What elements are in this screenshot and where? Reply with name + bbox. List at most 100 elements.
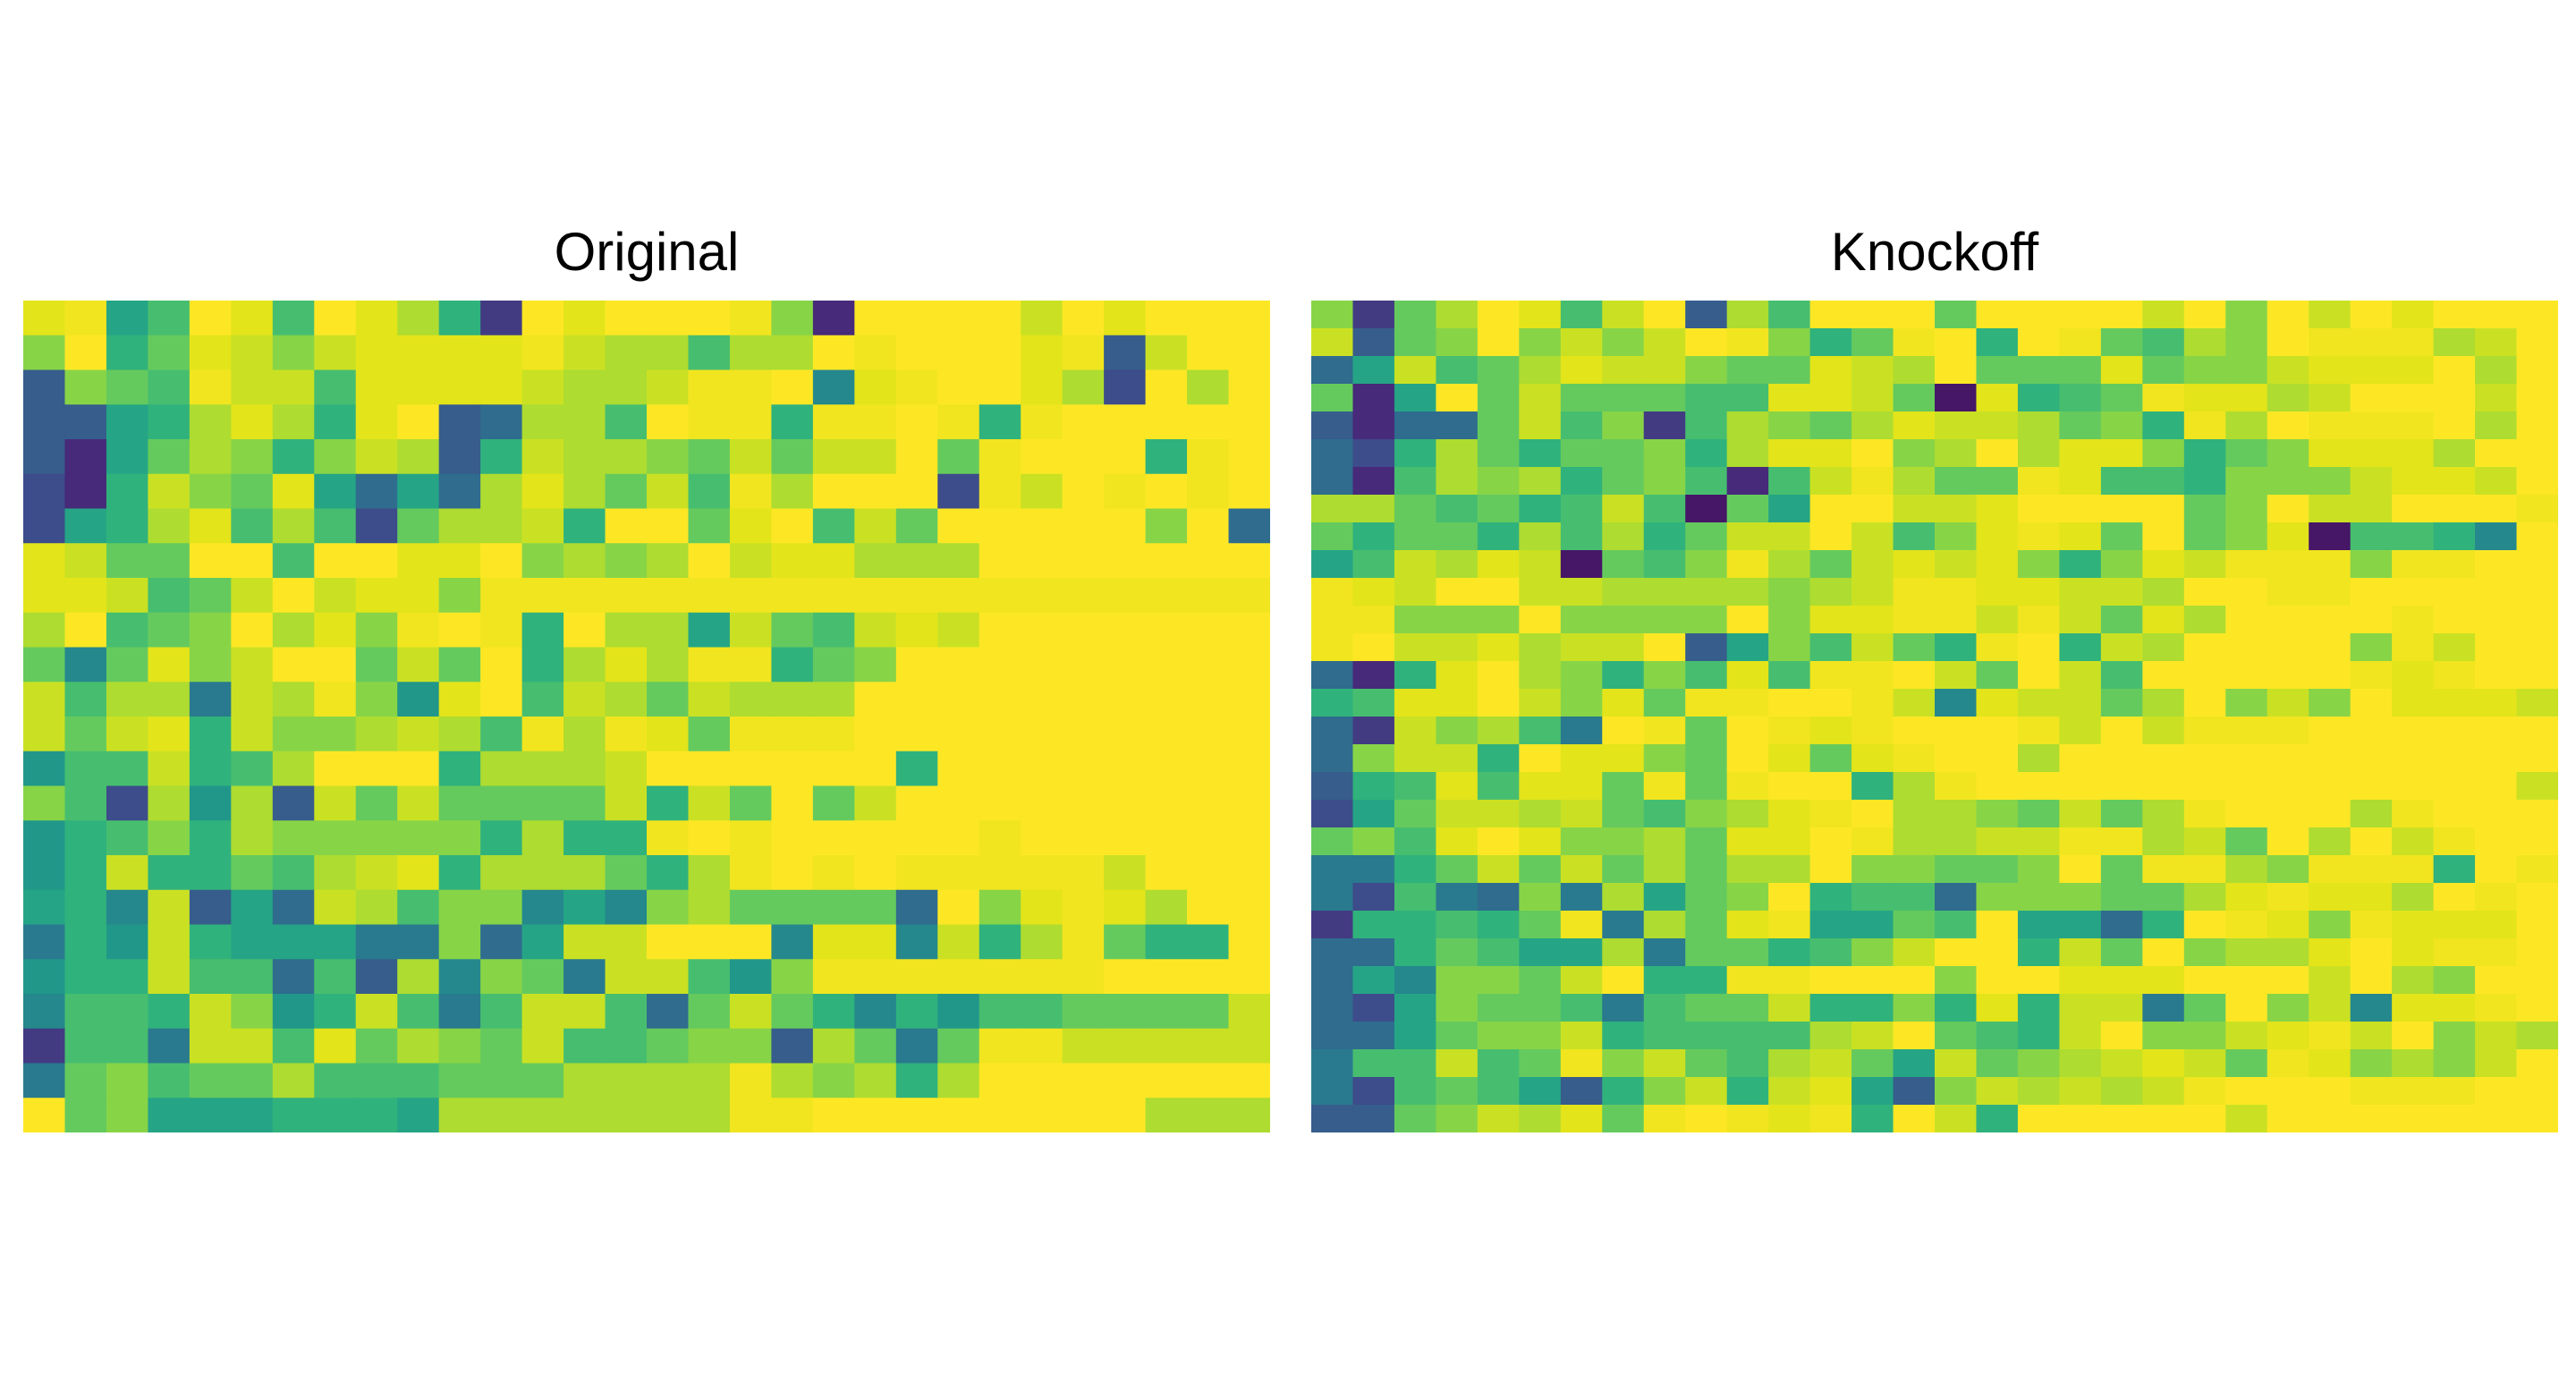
heatmap-cell-0-r21-c15 — [647, 1028, 690, 1064]
heatmap-cell-1-r3-c12 — [1809, 384, 1852, 412]
heatmap-cell-1-r6-c3 — [1436, 467, 1479, 496]
heatmap-cell-0-r10-c1 — [64, 647, 107, 683]
heatmap-cell-1-r3-c28 — [2475, 384, 2518, 412]
heatmap-cell-1-r29-c15 — [1935, 1105, 1978, 1132]
heatmap-cell-1-r4-c0 — [1311, 411, 1354, 440]
heatmap-cell-0-r14-c10 — [438, 785, 481, 821]
chart-title-original: Original — [554, 222, 740, 282]
heatmap-cell-1-r10-c22 — [2225, 578, 2268, 606]
heatmap-cell-1-r26-c9 — [1685, 1022, 1728, 1050]
heatmap-cell-1-r18-c21 — [2183, 800, 2226, 828]
heatmap-cell-1-r0-c3 — [1436, 301, 1479, 329]
heatmap-cell-0-r16-c16 — [688, 855, 731, 891]
heatmap-cell-0-r20-c18 — [771, 994, 814, 1030]
heatmap-cell-1-r11-c18 — [2059, 606, 2102, 634]
heatmap-cell-0-r14-c2 — [106, 785, 148, 821]
heatmap-cell-0-r11-c26 — [1104, 682, 1147, 717]
heatmap-cell-0-r10-c3 — [148, 647, 191, 683]
heatmap-cell-0-r2-c4 — [189, 369, 232, 405]
heatmap-cell-1-r17-c16 — [1976, 772, 2019, 801]
heatmap-cell-0-r23-c17 — [729, 1098, 772, 1132]
heatmap-cell-1-r10-c18 — [2059, 578, 2102, 606]
heatmap-cell-0-r17-c23 — [979, 889, 1021, 926]
heatmap-cell-0-r7-c26 — [1104, 543, 1147, 579]
heatmap-cell-0-r16-c28 — [1187, 855, 1230, 891]
heatmap-cell-1-r26-c17 — [2017, 1022, 2060, 1050]
heatmap-cell-1-r5-c20 — [2142, 439, 2185, 468]
heatmap-cell-0-r23-c4 — [189, 1098, 232, 1132]
heatmap-cell-1-r8-c19 — [2100, 522, 2143, 551]
heatmap-cell-0-r22-c9 — [397, 1063, 440, 1098]
heatmap-cell-0-r23-c3 — [148, 1098, 191, 1132]
heatmap-cell-0-r21-c20 — [854, 1028, 897, 1064]
heatmap-cell-0-r5-c20 — [854, 473, 897, 510]
heatmap-cell-1-r15-c13 — [1852, 717, 1894, 745]
chart-title-knockoff: Knockoff — [1830, 222, 2039, 282]
heatmap-cell-1-r12-c3 — [1436, 633, 1479, 662]
heatmap-cell-0-r1-c0 — [23, 335, 66, 371]
heatmap-cell-1-r15-c0 — [1311, 717, 1354, 745]
heatmap-cell-1-r18-c8 — [1643, 800, 1686, 828]
heatmap-cell-1-r5-c28 — [2475, 439, 2518, 468]
heatmap-cell-0-r18-c22 — [937, 924, 980, 960]
heatmap-cell-1-r20-c8 — [1643, 855, 1686, 884]
heatmap-cell-1-r6-c9 — [1685, 467, 1728, 496]
heatmap-cell-1-r25-c6 — [1560, 994, 1603, 1022]
heatmap-cell-0-r10-c4 — [189, 647, 232, 683]
heatmap-cell-1-r20-c9 — [1685, 855, 1728, 884]
heatmap-cell-1-r24-c12 — [1809, 966, 1852, 995]
heatmap-cell-1-r12-c28 — [2475, 633, 2518, 662]
heatmap-cell-0-r8-c12 — [521, 578, 564, 614]
heatmap-cell-1-r2-c0 — [1311, 356, 1354, 385]
heatmap-cell-1-r13-c12 — [1809, 661, 1852, 690]
heatmap-cell-1-r18-c22 — [2225, 800, 2268, 828]
heatmap-cell-0-r15-c3 — [148, 820, 191, 856]
heatmap-cell-0-r0-c10 — [438, 301, 481, 336]
heatmap-cell-1-r20-c27 — [2433, 855, 2476, 884]
heatmap-cell-0-r18-c17 — [729, 924, 772, 960]
heatmap-cell-0-r20-c3 — [148, 994, 191, 1030]
heatmap-cell-0-r9-c21 — [895, 612, 938, 649]
heatmap-cell-1-r19-c25 — [2350, 827, 2393, 856]
heatmap-cell-0-r15-c21 — [895, 820, 938, 856]
heatmap-cell-0-r10-c26 — [1104, 647, 1147, 683]
heatmap-cell-0-r4-c5 — [231, 439, 274, 475]
heatmap-cell-0-r19-c22 — [937, 959, 980, 995]
heatmap-cell-0-r7-c7 — [314, 543, 357, 579]
heatmap-cell-1-r19-c14 — [1893, 827, 1936, 856]
heatmap-cell-0-r4-c26 — [1104, 439, 1147, 475]
heatmap-cell-0-r16-c14 — [605, 855, 648, 891]
heatmap-cell-1-r16-c12 — [1809, 744, 1852, 773]
heatmap-cell-1-r23-c6 — [1560, 938, 1603, 967]
heatmap-cell-0-r6-c9 — [397, 508, 440, 544]
heatmap-cell-1-r16-c7 — [1602, 744, 1645, 773]
heatmap-cell-1-r16-c23 — [2267, 744, 2309, 773]
heatmap-cell-0-r7-c14 — [605, 543, 648, 579]
heatmap-cell-0-r16-c8 — [355, 855, 398, 891]
heatmap-cell-0-r8-c21 — [895, 578, 938, 614]
heatmap-cell-0-r10-c14 — [605, 647, 648, 683]
heatmap-cell-1-r15-c24 — [2309, 717, 2351, 745]
heatmap-cell-0-r2-c29 — [1228, 369, 1270, 405]
heatmap-cell-0-r11-c9 — [397, 682, 440, 717]
heatmap-cell-1-r5-c8 — [1643, 439, 1686, 468]
heatmap-cell-1-r7-c15 — [1935, 495, 1978, 523]
heatmap-cell-1-r17-c19 — [2100, 772, 2143, 801]
heatmap-cell-1-r14-c26 — [2392, 689, 2435, 717]
heatmap-cell-0-r12-c11 — [480, 717, 523, 752]
heatmap-cell-1-r1-c25 — [2350, 328, 2393, 357]
heatmap-cell-0-r1-c8 — [355, 335, 398, 371]
heatmap-cell-1-r4-c8 — [1643, 411, 1686, 440]
heatmap-cell-1-r8-c14 — [1893, 522, 1936, 551]
heatmap-cell-0-r18-c14 — [605, 924, 648, 960]
heatmap-cell-0-r6-c14 — [605, 508, 648, 544]
heatmap-cell-0-r11-c2 — [106, 682, 148, 717]
heatmap-cell-0-r19-c10 — [438, 959, 481, 995]
heatmap-cell-1-r13-c8 — [1643, 661, 1686, 690]
heatmap-cell-1-r3-c8 — [1643, 384, 1686, 412]
heatmap-cell-1-r13-c2 — [1394, 661, 1436, 690]
heatmap-cell-1-r16-c14 — [1893, 744, 1936, 773]
heatmap-cell-1-r23-c1 — [1352, 938, 1395, 967]
heatmap-cell-0-r15-c7 — [314, 820, 357, 856]
heatmap-cell-1-r14-c21 — [2183, 689, 2226, 717]
